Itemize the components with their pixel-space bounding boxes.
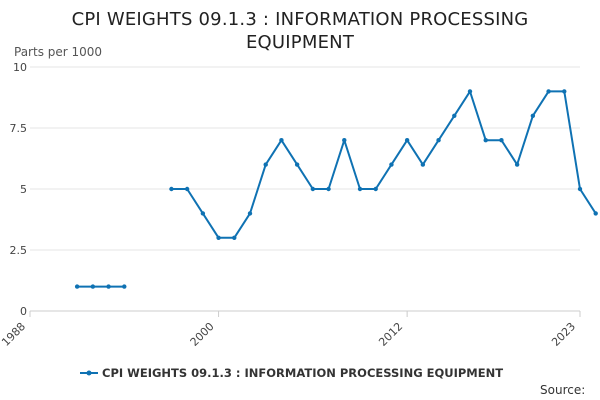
data-point[interactable] [106,284,111,289]
data-point[interactable] [342,138,347,143]
data-point[interactable] [122,284,127,289]
data-point[interactable] [514,162,520,167]
data-point[interactable] [389,162,394,167]
data-point[interactable] [232,235,237,240]
y-tick-label: 10 [13,61,27,74]
legend-label: CPI WEIGHTS 09.1.3 : INFORMATION PROCESS… [102,366,503,380]
data-point[interactable] [593,211,598,216]
data-point[interactable] [200,211,206,216]
data-point[interactable] [247,211,253,216]
data-point[interactable] [467,89,473,94]
data-point[interactable] [279,138,284,143]
data-point[interactable] [499,138,504,143]
data-point[interactable] [90,284,96,289]
data-point[interactable] [483,138,488,143]
data-point[interactable] [420,162,426,167]
axes: 0 2.5 5 7.5 10 1988 2000 2012 2023 [0,61,581,349]
data-point[interactable] [530,113,536,119]
data-point[interactable] [263,162,268,167]
data-point[interactable] [404,138,410,143]
x-tick-label: 2023 [549,320,578,349]
grid-lines [30,66,580,251]
y-axis-label: Parts per 1000 [14,45,102,59]
data-point[interactable] [184,186,190,192]
x-tick-label: 2012 [376,320,405,349]
series-line [170,90,597,239]
data-point[interactable] [577,186,583,192]
series-layer [74,89,598,289]
y-tick-label: 2.5 [10,244,28,257]
x-tick-label: 2000 [188,320,217,349]
data-point[interactable] [562,89,567,94]
data-point[interactable] [169,186,174,192]
data-point[interactable] [326,186,331,192]
data-point[interactable] [216,235,221,240]
data-point[interactable] [452,113,457,119]
legend[interactable]: CPI WEIGHTS 09.1.3 : INFORMATION PROCESS… [80,366,503,380]
data-point[interactable] [357,186,363,192]
data-point[interactable] [436,138,441,143]
source-label: Source: [540,383,585,397]
y-tick-label: 5 [20,183,27,196]
data-point[interactable] [310,186,316,192]
chart-title: CPI WEIGHTS 09.1.3 : INFORMATION PROCESS… [71,9,529,53]
data-point[interactable] [546,89,551,94]
y-tick-label: 7.5 [10,122,28,135]
y-tick-label: 0 [20,305,27,318]
data-point[interactable] [74,284,80,289]
legend-swatch-marker [86,370,92,376]
data-point[interactable] [373,186,378,192]
x-tick-label: 1988 [0,320,28,349]
data-point[interactable] [294,162,300,167]
